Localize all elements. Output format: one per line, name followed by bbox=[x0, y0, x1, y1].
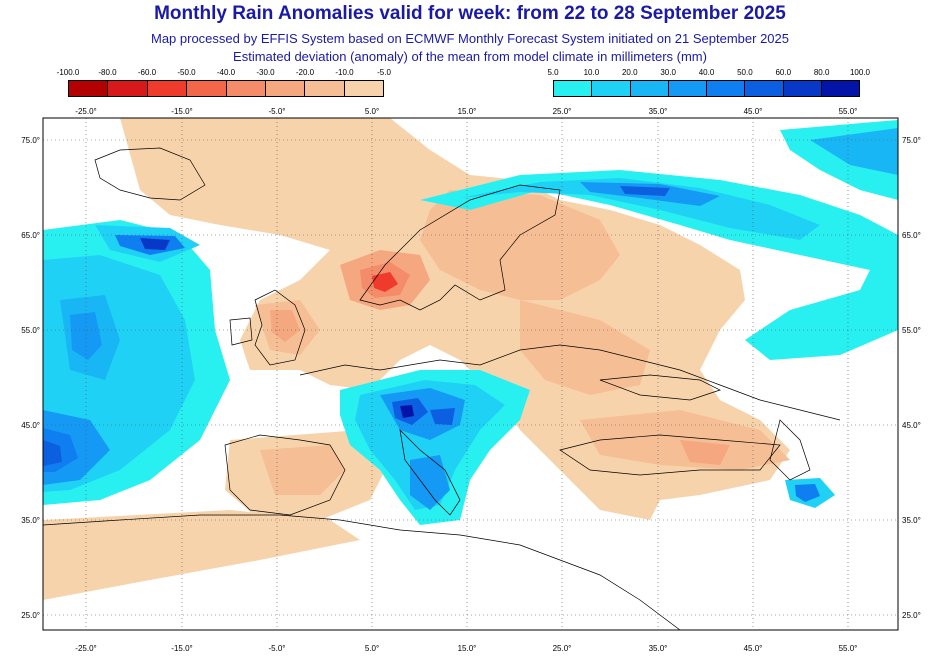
axis-tick-label: 65.0° bbox=[902, 231, 921, 240]
axis-tick-label: -15.0° bbox=[171, 644, 192, 653]
axis-tick-label: 35.0° bbox=[649, 107, 668, 116]
legend-negative-label: -5.0 bbox=[377, 68, 391, 77]
legend-negative-swatch bbox=[108, 81, 148, 96]
axis-tick-label: -5.0° bbox=[269, 644, 286, 653]
axis-tick-label: 55.0° bbox=[902, 326, 921, 335]
legend-positive-swatch bbox=[592, 81, 631, 96]
legend-negative-labels: -100.0 -80.0 -60.0 -50.0 -40.0 -30.0 -20.0 -10.… bbox=[57, 68, 391, 80]
legend-negative: -100.0 -80.0 -60.0 -50.0 -40.0 -30.0 -20.0 -10.… bbox=[57, 68, 391, 97]
wet-anomaly-areas bbox=[43, 120, 898, 525]
legend-negative-swatch bbox=[305, 81, 345, 96]
axis-tick-label: 55.0° bbox=[21, 326, 40, 335]
map-title: Monthly Rain Anomalies valid for week: f… bbox=[154, 3, 786, 24]
map-subtitle-processing: Map processed by EFFIS System based on E… bbox=[150, 31, 789, 46]
legend-negative-swatch bbox=[187, 81, 227, 96]
axis-tick-label: 65.0° bbox=[21, 231, 40, 240]
axis-tick-label: 35.0° bbox=[649, 644, 668, 653]
axis-tick-label: 35.0° bbox=[902, 516, 921, 525]
legend-negative-swatch bbox=[226, 81, 266, 96]
legend-positive-label: 5.0 bbox=[547, 68, 559, 77]
axis-tick-label: 25.0° bbox=[553, 107, 572, 116]
legend-negative-label: -80.0 bbox=[98, 68, 117, 77]
legend-positive: 5.0 10.0 20.0 30.0 40.0 50.0 60.0 80.0 100.0 bbox=[547, 68, 870, 97]
legend-negative-label: -100.0 bbox=[56, 68, 80, 77]
axis-tick-label: 35.0° bbox=[21, 516, 40, 525]
map-area bbox=[43, 118, 898, 630]
legend-positive-label: 20.0 bbox=[621, 68, 638, 77]
axis-tick-label: 55.0° bbox=[839, 107, 858, 116]
legend-negative-swatch bbox=[265, 81, 306, 96]
legend-positive-swatch bbox=[668, 81, 707, 96]
axis-tick-label: 45.0° bbox=[21, 421, 40, 430]
legend-positive-label: 100.0 bbox=[849, 68, 871, 77]
dry-anomaly-areas bbox=[43, 118, 790, 600]
legend-negative-label: -40.0 bbox=[216, 68, 236, 77]
axis-tick-label: 75.0° bbox=[21, 136, 40, 145]
legend-positive-swatch bbox=[554, 81, 593, 96]
axis-tick-label: 45.0° bbox=[744, 644, 763, 653]
axis-tick-label: 25.0° bbox=[902, 611, 921, 620]
axis-tick-label: -25.0° bbox=[75, 644, 96, 653]
map-subtitle-description: Estimated deviation (anomaly) of the mea… bbox=[233, 49, 707, 64]
coastlines bbox=[43, 147, 841, 630]
legend-negative-swatch bbox=[344, 81, 383, 96]
axis-tick-label: 55.0° bbox=[839, 644, 858, 653]
axis-tick-label: 15.0° bbox=[458, 644, 477, 653]
legend-negative-bar bbox=[68, 80, 384, 97]
axis-ticks: -25.0° -25.0° -15.0° -15.0° -5.0° -5.0° 5.0° 5.… bbox=[21, 107, 921, 653]
axis-tick-label: 15.0° bbox=[458, 107, 477, 116]
map-frame bbox=[42, 117, 899, 631]
legend-positive-swatch bbox=[783, 81, 822, 96]
legend-positive-swatch bbox=[630, 81, 669, 96]
axis-tick-label: 45.0° bbox=[744, 107, 763, 116]
legend-positive-label: 50.0 bbox=[737, 68, 753, 77]
legend-negative-swatch bbox=[69, 81, 109, 96]
axis-tick-label: -15.0° bbox=[171, 107, 192, 116]
legend-positive-swatch bbox=[745, 81, 784, 96]
legend-positive-bar bbox=[553, 80, 860, 97]
legend-positive-label: 30.0 bbox=[660, 68, 676, 77]
axis-tick-label: 5.0° bbox=[365, 107, 379, 116]
legend-negative-label: -50.0 bbox=[177, 68, 196, 77]
legend-positive-label: 80.0 bbox=[813, 68, 830, 77]
legend-positive-swatch bbox=[707, 81, 746, 96]
legend-negative-label: -30.0 bbox=[256, 68, 275, 77]
legend-positive-label: 60.0 bbox=[775, 68, 792, 77]
axis-tick-label: 25.0° bbox=[21, 611, 40, 620]
axis-tick-label: 5.0° bbox=[365, 644, 379, 653]
legend-negative-label: -60.0 bbox=[137, 68, 157, 77]
legend-positive-labels: 5.0 10.0 20.0 30.0 40.0 50.0 60.0 80.0 100.0 bbox=[547, 68, 870, 80]
legend-positive-label: 10.0 bbox=[583, 68, 600, 77]
graticule bbox=[43, 118, 898, 630]
axis-tick-label: -25.0° bbox=[75, 107, 96, 116]
legend-negative-label: -10.0 bbox=[335, 68, 354, 77]
legend-negative-label: -20.0 bbox=[295, 68, 315, 77]
axis-tick-label: 75.0° bbox=[902, 136, 921, 145]
axis-tick-label: 45.0° bbox=[902, 421, 921, 430]
legend-positive-label: 40.0 bbox=[698, 68, 715, 77]
legend-positive-swatch bbox=[821, 81, 859, 96]
legend-negative-swatch bbox=[147, 81, 188, 96]
axis-tick-label: 25.0° bbox=[553, 644, 572, 653]
axis-tick-label: -5.0° bbox=[269, 107, 286, 116]
